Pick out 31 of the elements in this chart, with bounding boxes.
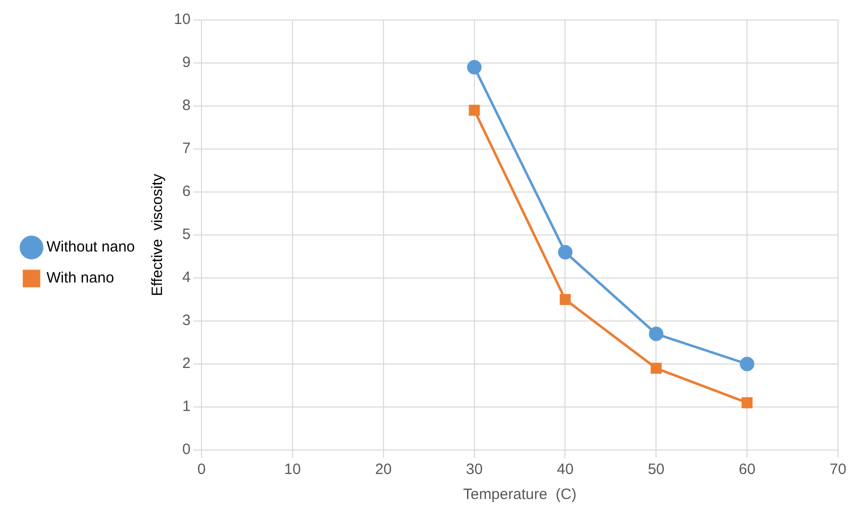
point bbox=[650, 362, 662, 374]
point bbox=[560, 294, 571, 305]
y-tick-label: 0 bbox=[182, 441, 191, 458]
y-tick-label: 2 bbox=[182, 355, 191, 372]
y-tick-label: 7 bbox=[182, 140, 191, 158]
point bbox=[467, 60, 482, 75]
y-tick-label: 9 bbox=[182, 54, 191, 72]
x-tick-label: 20 bbox=[375, 461, 392, 478]
y-tick-label: 3 bbox=[182, 312, 191, 330]
legend-label: With nano bbox=[46, 270, 114, 287]
point bbox=[742, 397, 753, 408]
point bbox=[468, 104, 480, 116]
x-axis-title: Temperature (C) bbox=[463, 486, 576, 504]
y-tick-label: 1 bbox=[182, 398, 191, 416]
x-tick-label: 50 bbox=[648, 461, 665, 478]
point bbox=[740, 356, 754, 372]
y-tick-label: 8 bbox=[182, 97, 191, 114]
x-tick-label: 10 bbox=[284, 461, 301, 478]
point bbox=[648, 326, 664, 342]
x-tick-label: 0 bbox=[197, 461, 206, 478]
y-tick-label: 6 bbox=[182, 183, 191, 200]
x-tick-label: 40 bbox=[556, 461, 574, 478]
x-tick-label: 70 bbox=[830, 461, 846, 478]
y-axis-title: Effective viscosity bbox=[149, 173, 166, 296]
y-tick-label: 5 bbox=[182, 226, 191, 244]
y-tick-label: 10 bbox=[174, 11, 191, 28]
x-tick-label: 60 bbox=[738, 461, 756, 478]
y-tick-label: 4 bbox=[182, 269, 191, 286]
point bbox=[558, 244, 572, 260]
legend-label: Without nano bbox=[46, 238, 135, 256]
x-tick-label: 30 bbox=[466, 461, 483, 478]
